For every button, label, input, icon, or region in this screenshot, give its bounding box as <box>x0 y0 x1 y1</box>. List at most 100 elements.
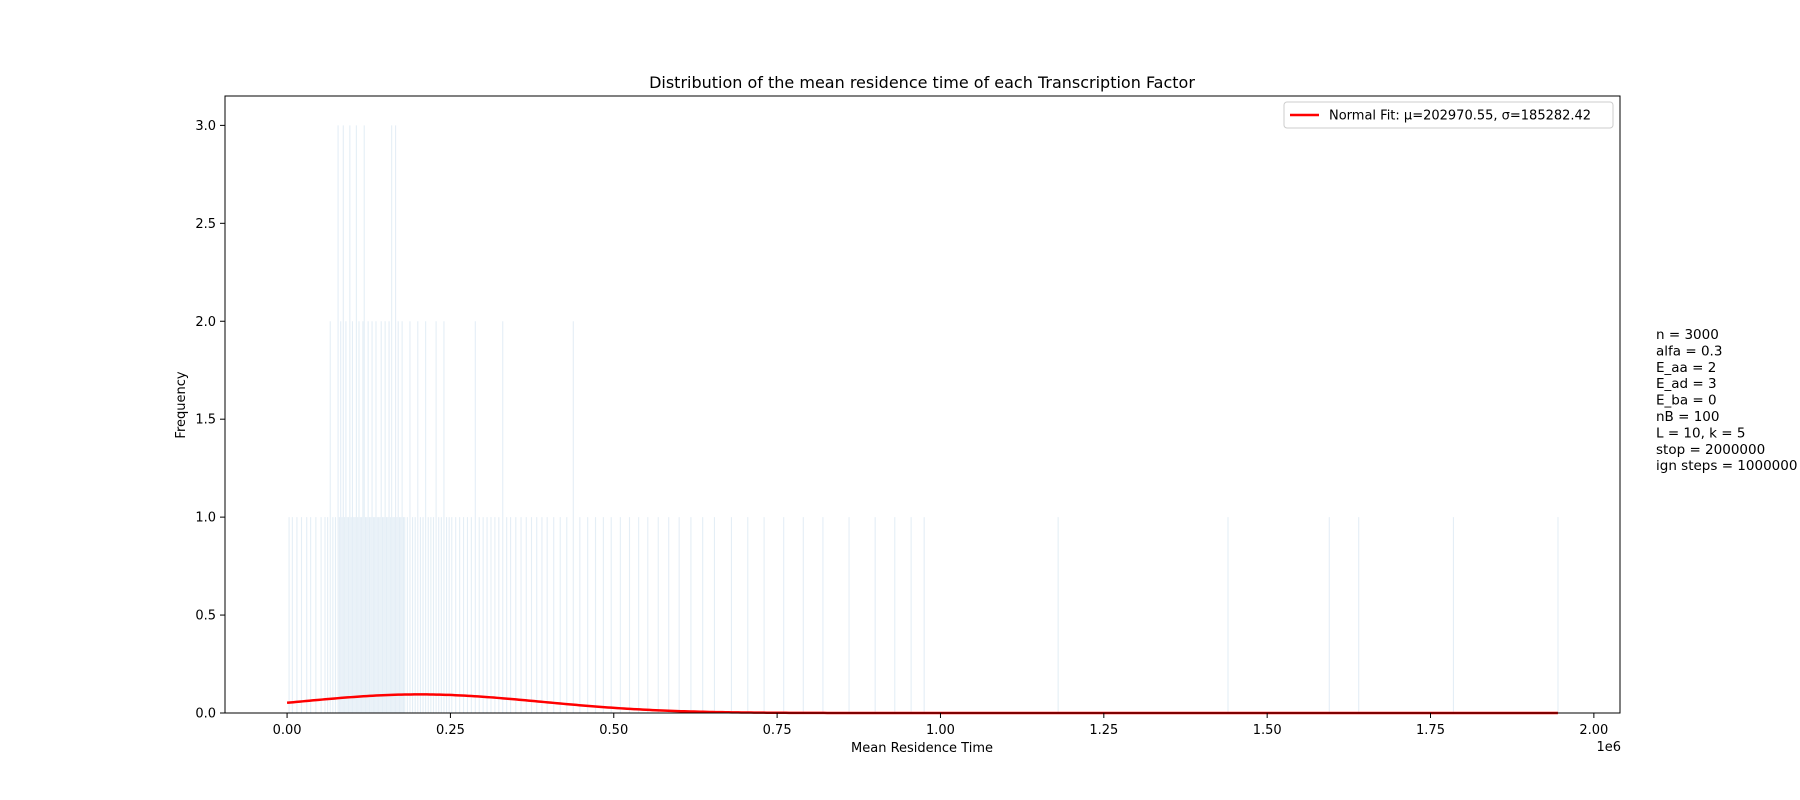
histogram-bar <box>510 517 512 713</box>
histogram-bar <box>451 517 453 713</box>
annotation-line: E_aa = 2 <box>1656 360 1716 376</box>
histogram-bar <box>370 517 372 713</box>
histogram-bar <box>401 321 403 713</box>
histogram-bar <box>502 321 504 713</box>
histogram-bar <box>594 517 597 713</box>
histogram-bar <box>353 517 355 713</box>
x-axis-ticks: 0.00 0.25 0.50 0.75 1.00 1.25 1.50 1.75 2.00 <box>273 713 1608 738</box>
histogram-bar <box>1452 517 1454 713</box>
histogram-bar <box>364 517 367 713</box>
x-tick-label: 1.00 <box>926 723 955 738</box>
histogram-bar <box>389 517 391 713</box>
histogram-bar <box>455 517 457 713</box>
histogram-bar <box>440 517 442 713</box>
histogram-bar <box>647 517 649 713</box>
histogram-bar <box>579 517 581 713</box>
histogram-bar <box>559 517 561 713</box>
histogram-bar <box>530 517 533 713</box>
histogram-bar <box>327 517 329 713</box>
histogram-bar <box>730 517 732 713</box>
histogram-bar <box>747 517 749 713</box>
histogram-bar <box>398 517 401 713</box>
annotation-line: nB = 100 <box>1656 409 1719 425</box>
histogram-bar <box>414 517 416 713</box>
histogram-bar <box>462 517 465 713</box>
annotation-line: ign steps = 1000000 <box>1656 458 1797 474</box>
histogram-bar <box>300 517 303 713</box>
histogram-bar <box>381 517 384 713</box>
histogram-bar <box>375 321 377 713</box>
histogram-bar <box>332 517 334 713</box>
histogram-bar <box>690 517 692 713</box>
histogram-bar <box>702 517 704 713</box>
histogram-bar <box>347 517 350 713</box>
histogram-bar <box>427 517 429 713</box>
histogram-bar <box>393 517 395 713</box>
histogram-bar <box>338 517 340 713</box>
histogram-bar <box>619 517 621 713</box>
histogram-bar <box>329 321 331 713</box>
histogram-bar <box>363 125 365 713</box>
histogram-bar <box>417 321 419 713</box>
histogram-bar <box>402 517 404 713</box>
histogram-bar <box>358 321 360 713</box>
histogram-bar <box>346 517 348 713</box>
histogram-bar <box>372 517 374 713</box>
histogram-bar <box>376 517 378 713</box>
histogram-bar <box>536 517 538 713</box>
histogram-bar <box>341 517 343 713</box>
y-tick-label: 0.5 <box>195 609 216 624</box>
x-tick-label: 0.25 <box>436 723 465 738</box>
histogram-bar <box>397 321 399 713</box>
histogram-bar <box>1328 517 1330 713</box>
y-axis-ticks: 0.0 0.5 1.0 1.5 2.0 2.5 3.0 <box>195 119 225 722</box>
legend: Normal Fit: μ=202970.55, σ=185282.42 <box>1283 101 1614 129</box>
histogram-bar <box>357 517 359 713</box>
histogram-bar <box>374 517 376 713</box>
y-tick-label: 1.0 <box>195 511 216 526</box>
histogram-bar <box>486 517 488 713</box>
histogram-bar <box>368 517 370 713</box>
histogram-bar <box>385 517 387 713</box>
x-tick-label: 0.00 <box>273 723 302 738</box>
histogram-bar <box>388 321 390 713</box>
histogram-bar <box>802 517 804 713</box>
histogram-bar <box>894 517 896 713</box>
histogram-bar <box>910 517 912 713</box>
histogram-bar <box>296 517 298 713</box>
histogram-bar <box>470 517 472 713</box>
histogram-bar <box>459 517 461 713</box>
histogram-bar <box>848 517 850 713</box>
histogram-bar <box>315 517 317 713</box>
parameter-annotation: n = 3000 alfa = 0.3 E_aa = 2 E_ad = 3 E_… <box>1656 327 1797 474</box>
histogram-bar <box>422 517 424 713</box>
chart-title: Distribution of the mean residence time … <box>649 73 1195 92</box>
histogram-bar <box>344 517 346 713</box>
annotation-line: alfa = 0.3 <box>1656 343 1722 359</box>
histogram-bar <box>379 517 381 713</box>
histogram-bars <box>288 125 1559 713</box>
histogram-bar <box>371 321 373 713</box>
x-axis-label: Mean Residence Time <box>851 741 993 756</box>
histogram-bar <box>602 517 604 713</box>
x-tick-label: 0.50 <box>599 723 628 738</box>
histogram-bar <box>396 517 398 713</box>
annotation-line: stop = 2000000 <box>1656 442 1765 458</box>
histogram-bar <box>638 517 640 713</box>
histogram-bar <box>566 517 568 713</box>
y-tick-label: 2.0 <box>195 315 216 330</box>
histogram-bar <box>478 517 480 713</box>
annotation-line: E_ad = 3 <box>1656 376 1717 392</box>
histogram-bar <box>506 517 508 713</box>
histogram-bar <box>448 517 450 713</box>
annotation-line: L = 10, k = 5 <box>1656 425 1745 441</box>
histogram-bar <box>668 517 670 713</box>
histogram-bar <box>306 517 308 713</box>
histogram-bar <box>383 517 385 713</box>
histogram-bar <box>412 517 414 713</box>
histogram-bar <box>392 517 394 713</box>
x-tick-label: 0.75 <box>763 723 792 738</box>
plot-area-frame <box>224 95 1621 714</box>
legend-box <box>1283 101 1614 129</box>
histogram-bar <box>409 321 411 713</box>
